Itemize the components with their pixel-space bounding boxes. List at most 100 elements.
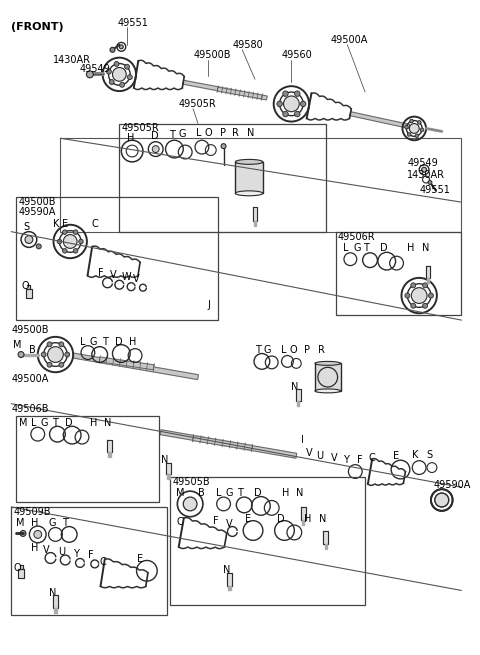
Text: L: L xyxy=(344,244,349,253)
Text: L: L xyxy=(216,488,221,498)
Text: Y: Y xyxy=(344,455,349,464)
Circle shape xyxy=(422,303,428,309)
Text: D: D xyxy=(115,337,123,346)
Text: N: N xyxy=(296,488,304,498)
Text: O: O xyxy=(205,128,213,138)
Circle shape xyxy=(79,239,83,244)
Text: H: H xyxy=(282,488,289,498)
Text: V: V xyxy=(306,448,313,458)
Text: I: I xyxy=(301,435,304,445)
Circle shape xyxy=(283,91,288,96)
Text: N: N xyxy=(104,419,111,428)
Circle shape xyxy=(124,64,130,69)
Circle shape xyxy=(405,125,408,129)
Circle shape xyxy=(221,143,226,149)
Text: M: M xyxy=(176,488,185,498)
Text: 49590A: 49590A xyxy=(18,207,56,217)
Text: D: D xyxy=(151,131,158,141)
Text: G: G xyxy=(264,345,271,354)
Polygon shape xyxy=(167,474,170,479)
Bar xyxy=(336,232,461,315)
Text: (FRONT): (FRONT) xyxy=(11,22,64,32)
Circle shape xyxy=(120,83,125,87)
Circle shape xyxy=(411,283,416,288)
Polygon shape xyxy=(26,289,32,297)
Text: Y: Y xyxy=(73,549,79,559)
Text: T: T xyxy=(102,337,108,346)
Circle shape xyxy=(295,91,300,96)
Circle shape xyxy=(47,362,52,367)
Text: 49551: 49551 xyxy=(118,18,148,28)
Polygon shape xyxy=(108,452,111,457)
Text: R: R xyxy=(318,345,325,354)
Text: T: T xyxy=(62,517,68,528)
Text: E: E xyxy=(62,219,69,229)
Polygon shape xyxy=(18,569,24,578)
Text: N: N xyxy=(223,565,230,575)
Polygon shape xyxy=(296,389,300,401)
Polygon shape xyxy=(300,507,306,519)
Circle shape xyxy=(429,293,433,298)
Text: 49500A: 49500A xyxy=(11,374,48,384)
Circle shape xyxy=(127,75,132,80)
Circle shape xyxy=(48,346,63,362)
Text: N: N xyxy=(48,588,56,599)
Text: V: V xyxy=(109,270,116,280)
Text: S: S xyxy=(426,450,432,460)
Circle shape xyxy=(415,134,419,138)
Circle shape xyxy=(408,133,411,136)
Polygon shape xyxy=(254,221,256,226)
Text: W: W xyxy=(121,272,131,282)
Ellipse shape xyxy=(315,362,340,365)
Circle shape xyxy=(183,497,197,511)
Circle shape xyxy=(73,249,78,253)
Text: 49549: 49549 xyxy=(408,158,438,168)
Text: F: F xyxy=(98,268,103,278)
Text: 49506R: 49506R xyxy=(337,232,375,242)
Text: 49500A: 49500A xyxy=(331,35,368,45)
Circle shape xyxy=(65,352,70,357)
Circle shape xyxy=(34,531,42,538)
Circle shape xyxy=(47,342,52,346)
Polygon shape xyxy=(426,266,431,278)
Text: H: H xyxy=(90,419,97,428)
Polygon shape xyxy=(99,357,154,369)
Circle shape xyxy=(62,249,67,253)
Text: P: P xyxy=(304,345,310,354)
Text: T: T xyxy=(52,419,59,428)
Text: L: L xyxy=(196,128,202,138)
Text: T: T xyxy=(237,488,243,498)
Text: 1430AR: 1430AR xyxy=(52,54,91,65)
Polygon shape xyxy=(228,586,231,590)
Text: 49551: 49551 xyxy=(419,185,450,195)
Text: 49500B: 49500B xyxy=(18,197,56,207)
Text: 49500B: 49500B xyxy=(11,325,48,335)
Text: F: F xyxy=(213,515,218,526)
Polygon shape xyxy=(297,401,300,405)
Text: N: N xyxy=(161,455,168,464)
Text: K: K xyxy=(52,219,59,229)
Circle shape xyxy=(300,101,306,107)
Text: J: J xyxy=(208,301,211,310)
Text: D: D xyxy=(380,244,387,253)
Polygon shape xyxy=(54,608,57,613)
Circle shape xyxy=(120,45,123,49)
Circle shape xyxy=(112,67,126,81)
Circle shape xyxy=(20,531,26,536)
Polygon shape xyxy=(160,430,297,458)
Text: L: L xyxy=(281,345,286,354)
Text: D: D xyxy=(254,488,262,498)
Text: 49500B: 49500B xyxy=(193,50,230,60)
Circle shape xyxy=(284,96,299,112)
Text: U: U xyxy=(316,451,323,460)
Circle shape xyxy=(109,79,114,84)
Circle shape xyxy=(405,293,410,298)
Circle shape xyxy=(420,128,424,132)
Text: H: H xyxy=(129,337,136,346)
Polygon shape xyxy=(73,353,198,379)
Text: C: C xyxy=(100,557,107,567)
Circle shape xyxy=(152,145,159,153)
Text: 49590A: 49590A xyxy=(434,480,471,491)
Circle shape xyxy=(59,342,64,346)
Text: G: G xyxy=(179,129,186,140)
